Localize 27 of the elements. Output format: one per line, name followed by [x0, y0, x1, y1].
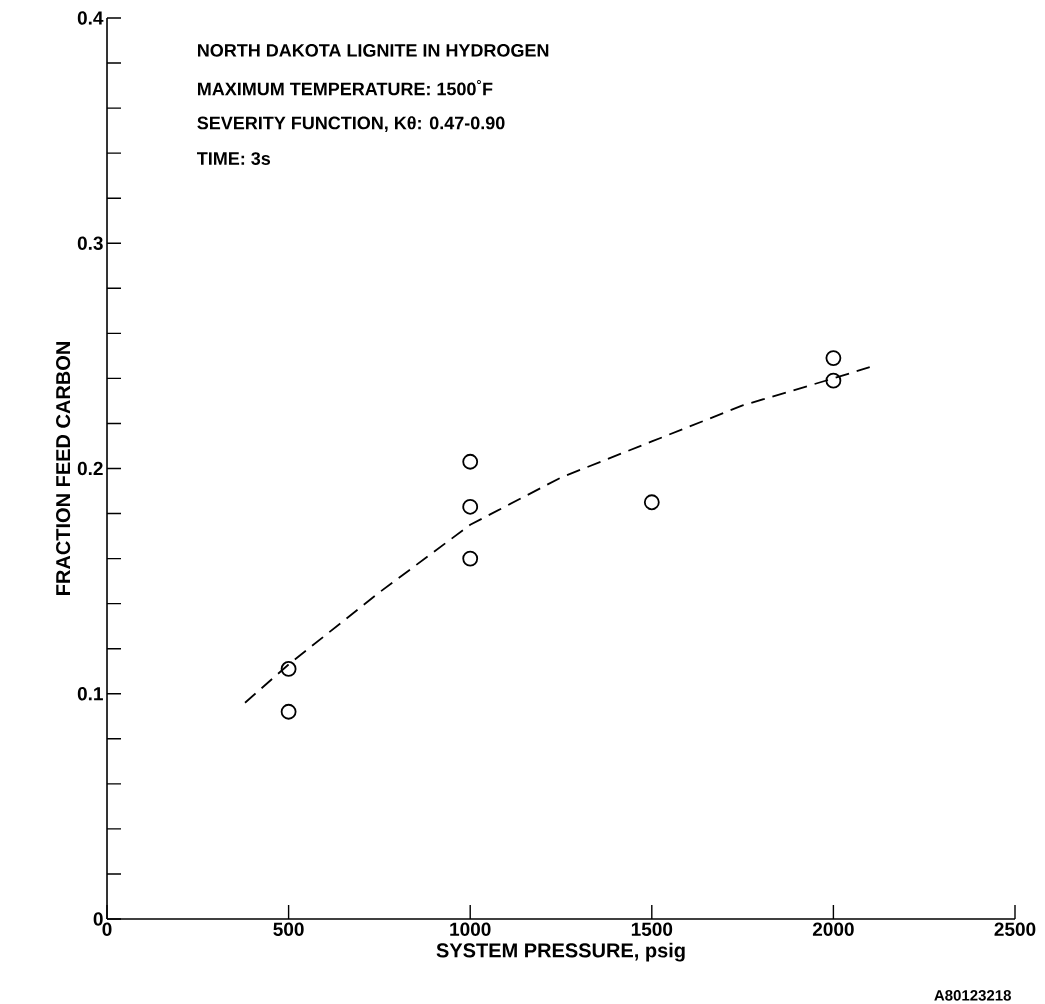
y-tick-label: 0	[93, 912, 103, 926]
text: A80123218	[934, 990, 1011, 1001]
x-tick-label: 1000	[450, 922, 491, 936]
x-tick-label: 2500	[994, 922, 1036, 936]
line-series	[244, 366, 871, 704]
x-tick-label: 0	[102, 922, 112, 936]
y-axis-title: FRACTION FEED CARBON	[56, 342, 71, 595]
annotation: SEVERITY FUNCTION, Kθ: 0.47-0.90	[197, 116, 505, 132]
x-tick-label: 2000	[812, 922, 854, 936]
point	[462, 453, 479, 470]
point	[280, 661, 297, 677]
point	[280, 703, 297, 720]
y-tick-label: 0.2	[77, 461, 103, 476]
point	[643, 494, 660, 511]
point	[825, 350, 842, 366]
point	[462, 550, 479, 567]
x-tick-label: 500	[273, 922, 304, 936]
x-axis-title: SYSTEM PRESSURE, psig	[436, 942, 685, 962]
annotation: MAXIMUM TEMPERATURE: 1500$^{°}$F	[198, 80, 493, 96]
point	[825, 372, 842, 389]
x-tick-label: 1500	[631, 922, 673, 936]
y-tick-label: 0.3	[77, 236, 103, 250]
annotation: NORTH DAKOTA LIGNITE IN HYDROGEN	[198, 44, 549, 57]
y-tick-label: 0.4	[77, 11, 104, 25]
y-tick-label: 0.1	[77, 686, 103, 701]
annotation: TIME: 3s	[197, 152, 271, 165]
point	[462, 498, 479, 515]
